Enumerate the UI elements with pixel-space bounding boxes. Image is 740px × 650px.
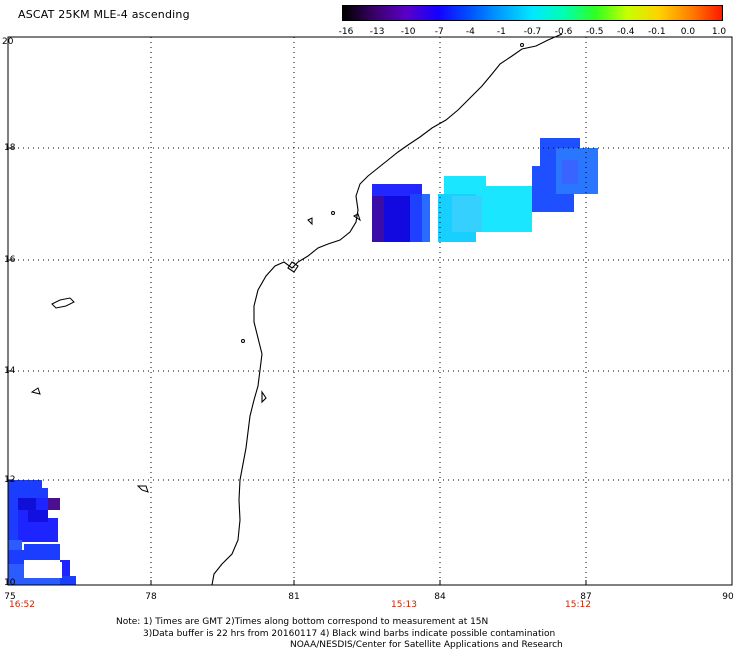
data-cell: [48, 498, 60, 510]
data-cell: [422, 194, 430, 242]
data-cell: [8, 540, 22, 550]
colorbar-tick: -0.5: [585, 27, 604, 37]
map-title: ASCAT 25KM MLE-4 ascending: [18, 8, 190, 21]
colorbar-tick: -0.7: [523, 27, 542, 37]
colorbar-tick: -0.4: [616, 27, 635, 37]
axis-ticks: [8, 147, 587, 585]
colorbar-tick: -0.1: [648, 27, 666, 37]
data-cell: [8, 500, 18, 540]
data-cell: [8, 480, 42, 488]
lon-label-90: 90: [722, 592, 734, 602]
colorbar-tick: 0.0: [680, 27, 696, 37]
data-cell: [8, 488, 48, 500]
data-cell: [384, 196, 410, 242]
data-cell: [444, 176, 486, 194]
data-cell: [18, 498, 36, 510]
colorbar-tick: -1: [496, 27, 506, 37]
time-label-1512: 15:12: [565, 600, 591, 610]
lat-label-20: 20: [2, 37, 14, 47]
note-line-1: Note: 1) Times are GMT 2)Times along bot…: [116, 617, 489, 627]
data-cell: [372, 196, 384, 226]
data-cell: [410, 194, 422, 242]
lat-label-12: 12: [4, 475, 16, 485]
time-label-1652: 16:52: [9, 600, 35, 610]
colorbar-tick: -10: [400, 27, 416, 37]
plot-frame: [7, 36, 733, 586]
lat-label-14: 14: [4, 366, 16, 376]
graticule: [8, 37, 732, 585]
data-cell: [8, 550, 24, 564]
lat-label-18: 18: [4, 143, 16, 153]
lon-label-81: 81: [288, 592, 300, 602]
colorbar-tick: -7: [434, 27, 444, 37]
data-cell: [452, 196, 482, 232]
coastline: [211, 33, 563, 586]
colorbar-tick: -4: [465, 27, 475, 37]
data-cell: [476, 186, 532, 232]
note-line-2: 3)Data buffer is 22 hrs from 20160117 4)…: [143, 629, 556, 639]
no-data-gap: [26, 562, 62, 578]
data-cell: [28, 510, 48, 522]
colorbar-tick: -0.6: [554, 27, 573, 37]
mle-data-cells: [8, 138, 598, 585]
lat-label-10: 10: [4, 578, 16, 588]
data-cell: [562, 160, 578, 184]
data-cell: [24, 544, 60, 560]
lon-label-75: 75: [4, 592, 16, 602]
colorbar-tick: -13: [369, 27, 385, 37]
lon-label-84: 84: [434, 592, 446, 602]
lon-label-78: 78: [145, 592, 157, 602]
note-line-3: NOAA/NESDIS/Center for Satellite Applica…: [290, 640, 563, 650]
colorbar-tick: -16: [338, 27, 354, 37]
data-cell: [20, 578, 60, 585]
lon-label-87: 87: [580, 592, 592, 602]
time-label-1513: 15:13: [391, 600, 417, 610]
data-cell: [60, 560, 70, 576]
colorbar-tick: 1.0: [711, 27, 727, 37]
islands: [30, 43, 524, 493]
lat-label-16: 16: [4, 255, 16, 265]
colorbar: [342, 5, 723, 21]
data-cell: [60, 576, 76, 585]
